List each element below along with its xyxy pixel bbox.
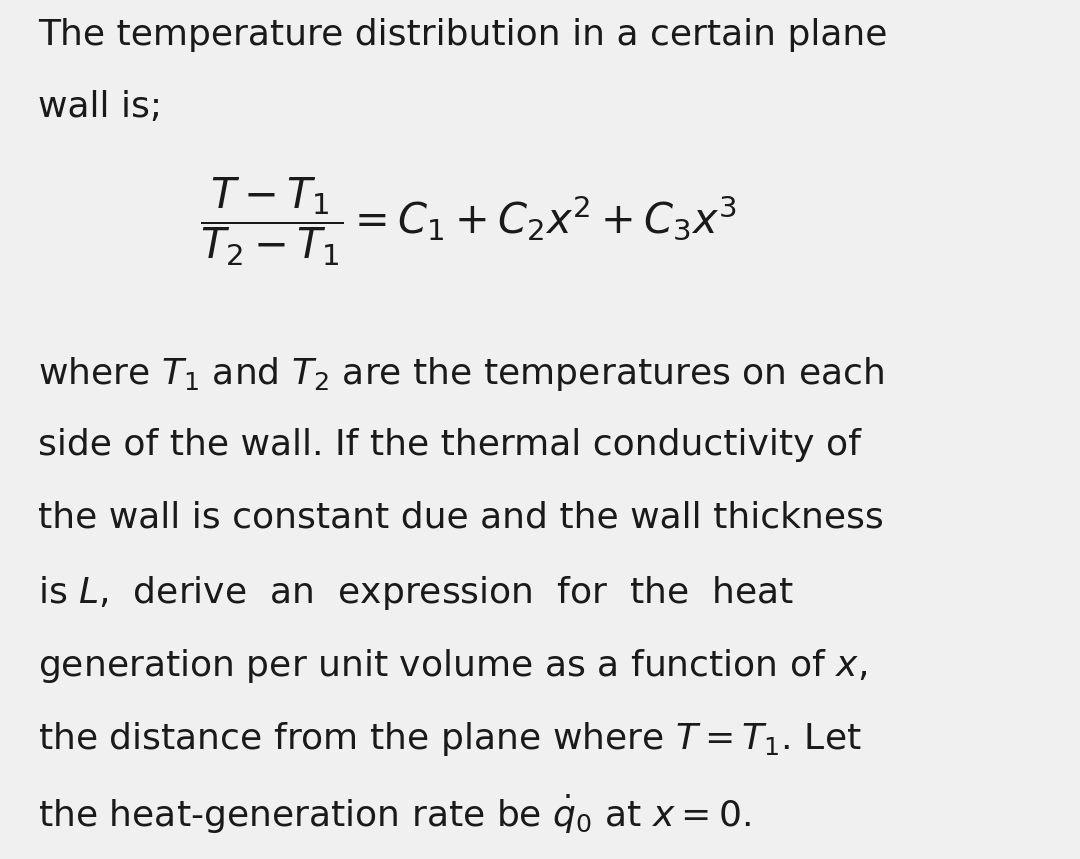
- Text: the wall is constant due and the wall thickness: the wall is constant due and the wall th…: [38, 501, 883, 535]
- Text: the distance from the plane where $T = T_1$. Let: the distance from the plane where $T = T…: [38, 720, 862, 758]
- Text: wall is;: wall is;: [38, 90, 162, 124]
- Text: the heat-generation rate be $\dot{q}_0$ at $x = 0$.: the heat-generation rate be $\dot{q}_0$ …: [38, 793, 751, 836]
- Text: side of the wall. If the thermal conductivity of: side of the wall. If the thermal conduct…: [38, 428, 861, 462]
- Text: $\dfrac{T - T_1}{T_2 - T_1} = C_1 + C_2 x^2 + C_3 x^3$: $\dfrac{T - T_1}{T_2 - T_1} = C_1 + C_2 …: [200, 175, 737, 268]
- Text: where $T_1$ and $T_2$ are the temperatures on each: where $T_1$ and $T_2$ are the temperatur…: [38, 355, 885, 393]
- Text: The temperature distribution in a certain plane: The temperature distribution in a certai…: [38, 18, 888, 52]
- Text: is $\mathit{L}$,  derive  an  expression  for  the  heat: is $\mathit{L}$, derive an expression fo…: [38, 574, 794, 612]
- Text: generation per unit volume as a function of $x$,: generation per unit volume as a function…: [38, 647, 867, 685]
